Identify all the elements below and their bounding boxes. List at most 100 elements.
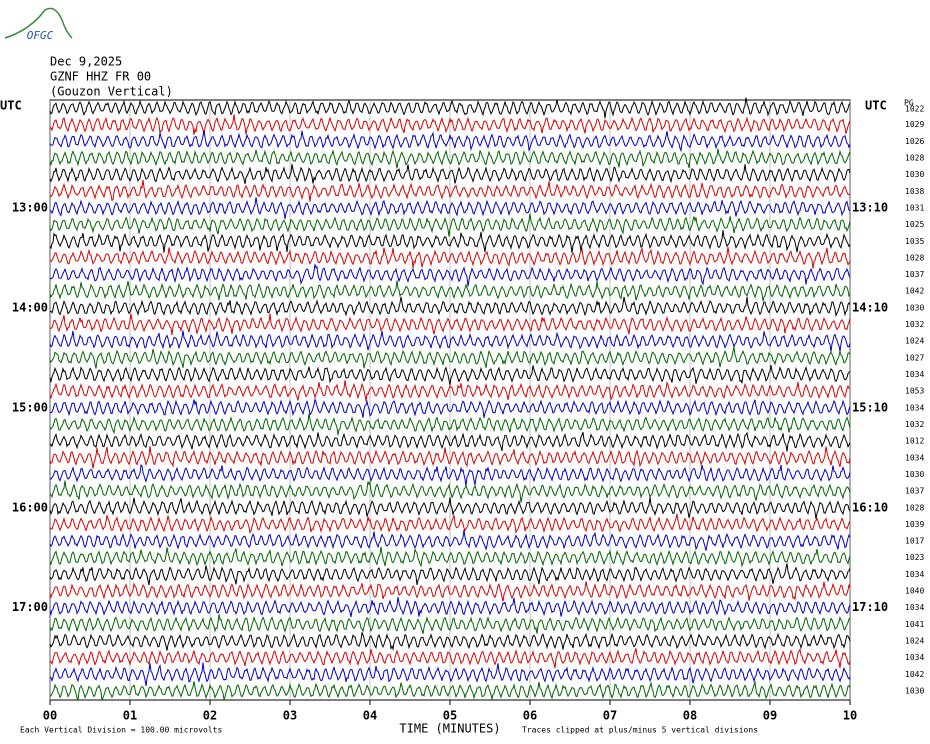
trace (49, 632, 851, 651)
trace (49, 464, 851, 487)
row-value: 1028 (905, 253, 924, 262)
x-tick-label: 08 (683, 709, 697, 723)
x-tick-label: 05 (443, 709, 457, 723)
trace (49, 680, 851, 702)
subtitle: (Gouzon Vertical) (50, 85, 173, 99)
trace (49, 130, 851, 153)
trace (49, 330, 851, 352)
trace (49, 563, 851, 586)
row-value: 1025 (905, 220, 924, 229)
x-axis-title: TIME (MINUTES) (399, 722, 500, 736)
row-value: 1026 (905, 137, 924, 146)
row-label-right: 17:10 (852, 600, 888, 614)
row-label-right: 13:10 (852, 200, 888, 214)
chart-title: Dec 9,2025 (50, 55, 122, 69)
row-value: 1029 (905, 120, 924, 129)
trace (49, 296, 851, 318)
row-value: 1041 (905, 620, 924, 629)
row-value: 1034 (905, 453, 924, 462)
row-value: 1024 (905, 637, 924, 646)
row-label-right: 14:10 (852, 300, 888, 314)
row-value: 1030 (905, 470, 924, 479)
row-value: 1028 (905, 153, 924, 162)
row-value: 1023 (905, 553, 924, 562)
trace (49, 446, 851, 469)
trace (49, 179, 851, 202)
trace (49, 647, 851, 669)
x-tick-label: 03 (283, 709, 297, 723)
logo-mark (4, 7, 73, 39)
row-value: 1027 (905, 353, 924, 362)
row-value: 1034 (905, 603, 924, 612)
trace (49, 380, 851, 402)
trace (49, 397, 851, 419)
trace (49, 614, 851, 634)
row-value: 1042 (905, 287, 924, 296)
trace (49, 246, 851, 269)
subtitle: GZNF HHZ FR 00 (50, 70, 151, 84)
trace (49, 346, 851, 369)
trace (49, 148, 851, 169)
row-value: 1032 (905, 320, 924, 329)
row-value: 1012 (905, 437, 924, 446)
row-label-right: 15:10 (852, 400, 888, 414)
row-value: 1028 (905, 503, 924, 512)
row-value: 1022 (905, 105, 924, 114)
row-value: 1034 (905, 403, 924, 412)
footnote: Each Vertical Division = 100.00 microvol… (20, 726, 222, 735)
row-value: 1030 (905, 687, 924, 696)
x-tick-label: 07 (603, 709, 617, 723)
trace (49, 313, 851, 335)
x-tick-label: 01 (123, 709, 137, 723)
trace (49, 581, 851, 602)
row-label-left: 16:00 (12, 500, 48, 514)
trace (49, 164, 851, 185)
trace (49, 413, 851, 436)
row-value: 1042 (905, 670, 924, 679)
trace (49, 230, 851, 253)
row-value: 1030 (905, 170, 924, 179)
footnote: Traces clipped at plus/minus 5 vertical … (522, 726, 758, 735)
row-label-left: 17:00 (12, 600, 48, 614)
row-value: 1031 (905, 203, 924, 212)
row-label-left: UTC (0, 99, 22, 113)
row-value: 1034 (905, 570, 924, 579)
trace (49, 431, 851, 452)
row-label-left: 14:00 (12, 300, 48, 314)
row-value: 1030 (905, 303, 924, 312)
row-value: 1035 (905, 237, 924, 246)
row-label-right: UTC (865, 99, 887, 113)
x-tick-label: 00 (43, 709, 57, 723)
x-tick-label: 06 (523, 709, 537, 723)
row-value: 1034 (905, 653, 924, 662)
x-tick-label: 04 (363, 709, 377, 723)
trace (49, 114, 851, 135)
x-tick-label: 10 (843, 709, 857, 723)
x-tick-label: 02 (203, 709, 217, 723)
row-label-left: 15:00 (12, 400, 48, 414)
trace (49, 662, 851, 687)
row-value: 1037 (905, 487, 924, 496)
trace (49, 597, 851, 618)
logo: OFGC (27, 29, 54, 42)
trace (49, 213, 851, 237)
row-value: 1032 (905, 420, 924, 429)
trace (49, 280, 851, 302)
trace (49, 480, 851, 503)
row-value: 1039 (905, 520, 924, 529)
row-value: 1040 (905, 587, 924, 596)
trace (49, 497, 851, 520)
trace (49, 197, 851, 219)
trace (49, 529, 851, 551)
row-value: 1038 (905, 187, 924, 196)
row-value: 1053 (905, 387, 924, 396)
trace (49, 97, 851, 119)
row-value: 1017 (905, 537, 924, 546)
trace (49, 264, 851, 287)
row-value: 1024 (905, 337, 924, 346)
corner-label: PG (904, 99, 914, 108)
row-label-left: 13:00 (12, 200, 48, 214)
x-tick-label: 09 (763, 709, 777, 723)
row-value: 1034 (905, 370, 924, 379)
